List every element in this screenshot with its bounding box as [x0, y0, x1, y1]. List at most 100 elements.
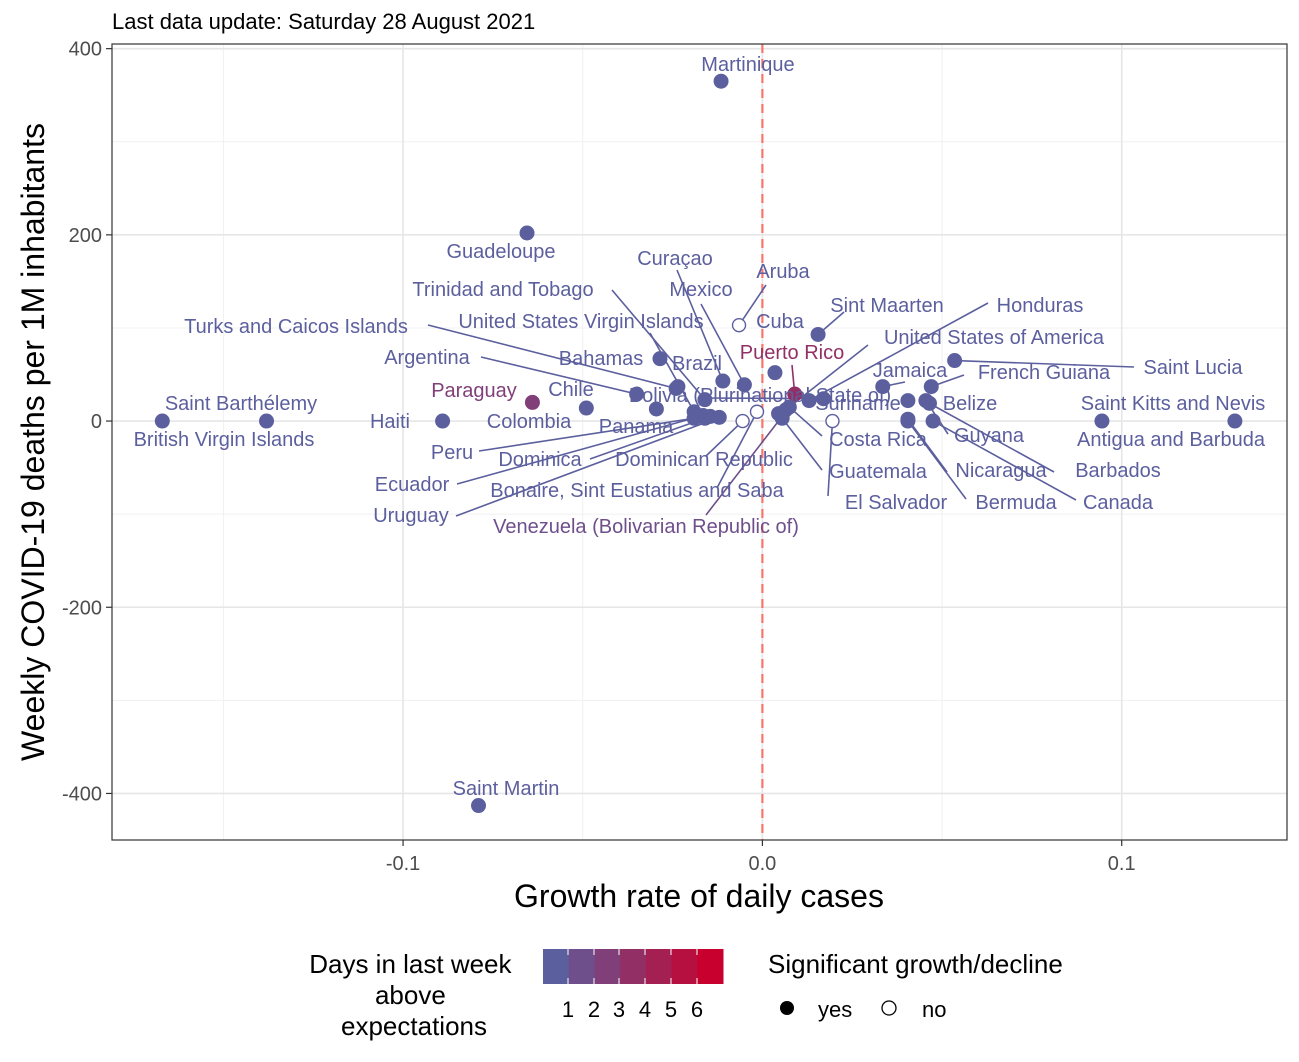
- point-label: Barbados: [1075, 460, 1161, 482]
- point-marker: [154, 413, 170, 429]
- grid-lines: [112, 44, 1287, 840]
- point-label: Peru: [431, 442, 473, 464]
- point-marker: [259, 413, 275, 429]
- point-label: Curaçao: [637, 248, 713, 270]
- point-marker-open: [731, 317, 747, 333]
- point-label: Dominica: [498, 449, 582, 471]
- point-marker: [815, 391, 831, 407]
- color-legend-bar: [543, 949, 724, 984]
- leader-line: [808, 302, 989, 402]
- point-marker: [652, 351, 668, 367]
- point-marker: [767, 365, 783, 381]
- point-marker: [875, 379, 891, 395]
- leader-line: [478, 417, 695, 452]
- point-label: Honduras: [997, 295, 1084, 317]
- legend-key-yes: [780, 1001, 794, 1015]
- point-label: Turks and Caicos Islands: [184, 316, 408, 338]
- point-label: Aruba: [756, 261, 810, 283]
- leader-line: [676, 269, 724, 382]
- leader-line: [929, 402, 1055, 473]
- y-tick-label: -400: [62, 783, 102, 805]
- point-marker: [519, 225, 535, 241]
- shape-legend: Significant growth/decline yes no: [768, 949, 1063, 1022]
- point-label: United States Virgin Islands: [458, 311, 703, 333]
- point-label: Antigua and Barbuda: [1077, 429, 1266, 451]
- leader-line: [427, 324, 677, 390]
- shape-legend-title: Significant growth/decline: [768, 949, 1063, 979]
- x-axis: -0.1 0.0 0.1: [386, 840, 1136, 875]
- point-marker-open: [825, 413, 840, 429]
- color-legend-tick-label: 3: [613, 997, 625, 1022]
- plot-border: [111, 43, 1288, 841]
- point-label: Uruguay: [373, 505, 449, 527]
- color-legend-tick-label: 2: [588, 997, 600, 1022]
- point-marker: [435, 413, 451, 429]
- point-label: Colombia: [487, 411, 572, 433]
- point-marker: [923, 379, 939, 395]
- point-label: Bahamas: [559, 348, 644, 370]
- point-marker: [670, 379, 686, 395]
- point-marker: [925, 413, 941, 429]
- point-label: Canada: [1083, 492, 1154, 514]
- legend-label-no: no: [922, 997, 946, 1022]
- leader-line: [649, 332, 695, 413]
- point-label: Venezuela (Bolivarian Republic of): [493, 516, 799, 538]
- point-marker: [1227, 413, 1243, 429]
- point-label: British Virgin Islands: [134, 429, 315, 451]
- point-label: Saint Martin: [453, 778, 560, 800]
- point-label: Haiti: [370, 411, 410, 433]
- point-label: El Salvador: [845, 492, 948, 514]
- leader-line: [705, 420, 744, 457]
- point-label: Bolivia (Plurinational State of): [629, 385, 891, 407]
- point-label: Nicaragua: [955, 460, 1047, 482]
- point-label: Panama: [599, 416, 674, 438]
- plot-panel: [112, 44, 1287, 840]
- point-marker: [810, 326, 826, 342]
- leader-line: [455, 416, 720, 517]
- color-legend-swatch: [697, 949, 724, 984]
- point-label: Costa Rica: [829, 429, 928, 451]
- y-tick-label: 0: [91, 411, 102, 433]
- color-legend-tick-label: 6: [691, 997, 703, 1022]
- point-marker-open: [735, 413, 750, 429]
- point-marker: [702, 408, 718, 424]
- point-marker: [697, 392, 713, 408]
- point-label: Sint Maarten: [830, 295, 943, 317]
- legend-label-yes: yes: [818, 997, 852, 1022]
- legend-key-no: [881, 1000, 897, 1016]
- y-axis: 400 200 0 -200 -400: [62, 39, 112, 805]
- point-label: Cuba: [756, 311, 805, 333]
- leader-line: [932, 420, 1077, 501]
- point-label: Trinidad and Tobago: [412, 279, 593, 301]
- color-legend-tick-label: 4: [639, 997, 651, 1022]
- point-marker: [921, 395, 937, 411]
- x-tick-label: 0.1: [1108, 853, 1136, 875]
- point-labels: Martinique Guadeloupe Saint Martin Saint Ba…: [134, 54, 1266, 800]
- data-points: [154, 73, 1243, 814]
- point-label: Dominican Republic: [615, 449, 793, 471]
- point-marker: [801, 393, 817, 409]
- leader-line: [907, 420, 967, 500]
- y-axis-title: Weekly COVID-19 deaths per 1M inhabitant…: [15, 123, 51, 761]
- leader-line: [705, 415, 783, 516]
- point-marker: [947, 353, 963, 369]
- color-legend-tick-label: 1: [562, 997, 574, 1022]
- point-label: Argentina: [384, 347, 470, 369]
- point-marker: [900, 413, 916, 429]
- color-legend-swatch: [568, 949, 595, 984]
- point-label: Saint Lucia: [1144, 357, 1244, 379]
- color-legend-swatch: [645, 949, 673, 984]
- point-label: Guadeloupe: [447, 241, 556, 263]
- point-marker: [774, 410, 790, 426]
- point-label: Belize: [943, 393, 997, 415]
- leader-line: [456, 414, 704, 485]
- point-label: Bermuda: [975, 492, 1057, 514]
- point-label: Bonaire, Sint Eustatius and Saba: [490, 480, 784, 502]
- point-label: United States of America: [884, 327, 1105, 349]
- leader-line: [738, 284, 767, 326]
- color-legend-swatch: [594, 949, 621, 984]
- leader-line: [716, 411, 758, 489]
